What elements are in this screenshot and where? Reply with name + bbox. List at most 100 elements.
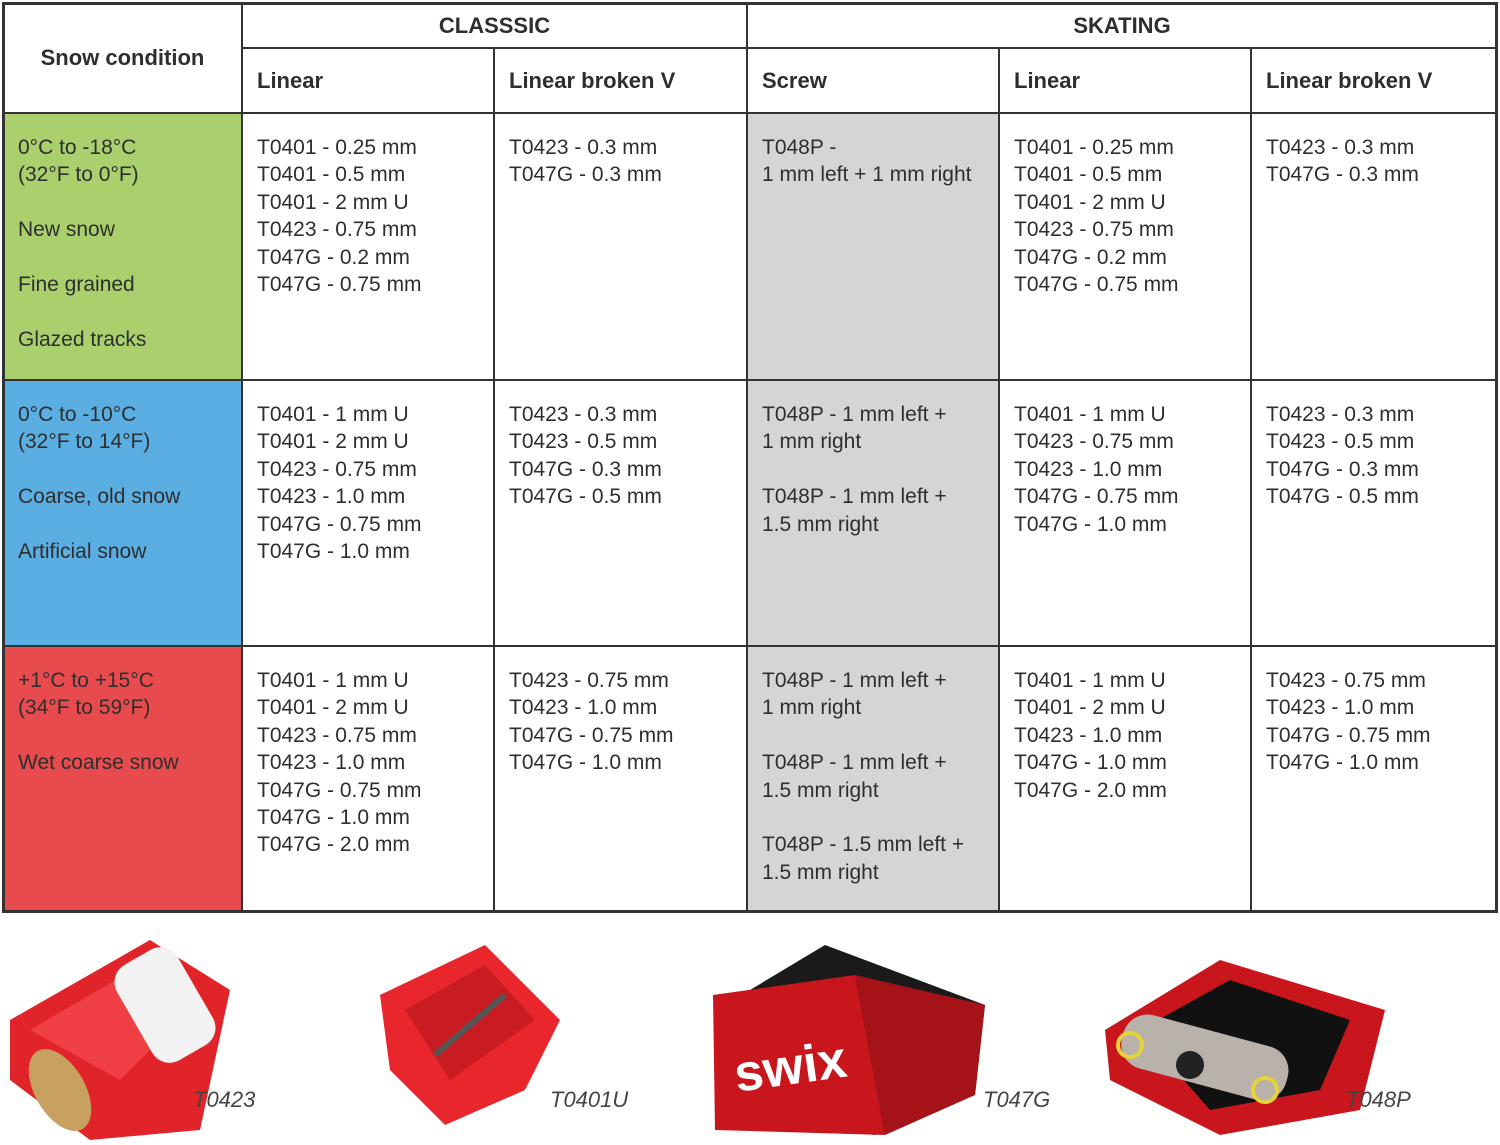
grinding-cell: T048P - 1 mm left + 1 mm right [747, 113, 999, 380]
grinding-line: 1 mm left + 1 mm right [762, 163, 972, 187]
grinding-line: T0423 - 0.3 mm [509, 136, 658, 159]
grinding-line: T0423 - 0.75 mm [1266, 669, 1426, 692]
product-image-t047g: swix [705, 945, 995, 1140]
product-image-t0423 [0, 930, 240, 1140]
grinding-line [762, 722, 998, 749]
grinding-line: T0401 - 1 mm U [257, 669, 409, 692]
snow-condition-cell: 0°C to -18°C (32°F to 0°F) New snow Fine gr… [3, 113, 242, 380]
grinding-line: T0401 - 1 mm U [1014, 403, 1166, 426]
snow-condition-cell: +1°C to +15°C (34°F to 59°F) Wet coarse sn… [3, 646, 242, 912]
product-label: T0423 [193, 1087, 256, 1112]
grinding-line: T047G - 0.75 mm [509, 723, 674, 747]
grinding-cell: T0423 - 0.3 mm T0423 - 0.5 mm T047G - 0.3 … [494, 380, 747, 646]
grinding-line: T0401 - 2 mm U [1014, 190, 1166, 214]
condition-line [18, 456, 241, 483]
condition-line: +1°C to +15°C [18, 669, 154, 692]
grinding-line: T047G - 0.2 mm [257, 245, 410, 269]
condition-line: Wet coarse snow [18, 751, 179, 775]
condition-line: 0°C to -18°C [18, 136, 137, 159]
grinding-line: 1.5 mm right [762, 778, 879, 802]
grinding-line: T048P - 1 mm left + [762, 751, 947, 775]
grinding-line: T0401 - 1 mm U [257, 403, 409, 426]
grinding-line: T048P - 1 mm left + [762, 485, 947, 509]
grinding-cell: T0401 - 0.25 mm T0401 - 0.5 mm T0401 - 2 m… [242, 113, 494, 380]
column-header: Linear [242, 48, 494, 113]
grinding-line: T047G - 0.5 mm [509, 485, 662, 509]
condition-line: Glazed tracks [18, 327, 147, 351]
grinding-cell: T0423 - 0.75 mm T0423 - 1.0 mm T047G - 0.7… [494, 646, 747, 912]
grinding-line: T047G - 0.3 mm [509, 457, 662, 481]
column-header: Linear broken V [494, 48, 747, 113]
condition-line [18, 511, 241, 538]
grinding-line: T0423 - 0.75 mm [257, 218, 417, 242]
grinding-line: T047G - 0.3 mm [509, 163, 662, 187]
grinding-line: T047G - 0.3 mm [1266, 163, 1419, 187]
grinding-cell: T048P - 1 mm left + 1 mm right T048P - 1 m… [747, 646, 999, 912]
grinding-line: T047G - 1.0 mm [1266, 751, 1419, 775]
column-header-label: Linear broken V [509, 67, 676, 93]
condition-line [18, 722, 241, 749]
condition-line: (32°F to 14°F) [18, 430, 151, 454]
column-header: Linear [999, 48, 1251, 113]
grinding-cell: T0423 - 0.75 mm T0423 - 1.0 mm T047G - 0.7… [1251, 646, 1497, 912]
grinding-line: T047G - 0.75 mm [257, 273, 422, 297]
grinding-line: T0423 - 1.0 mm [1014, 723, 1163, 747]
grinding-line: T0401 - 0.5 mm [257, 163, 406, 187]
grinding-line: T0423 - 1.0 mm [509, 696, 658, 720]
grinding-cell: T0423 - 0.3 mm T0423 - 0.5 mm T047G - 0.3 … [1251, 380, 1497, 646]
condition-line: New snow [18, 218, 115, 242]
product-image-t0401u [375, 940, 565, 1130]
product-image-t048p [1100, 950, 1390, 1135]
grinding-line: T0401 - 2 mm U [257, 696, 409, 720]
column-header-label: Screw [762, 67, 827, 93]
grinding-line: T0423 - 0.75 mm [1014, 430, 1174, 454]
condition-line: (34°F to 59°F) [18, 696, 151, 720]
product-label: T047G [983, 1087, 1051, 1112]
grinding-line: T047G - 0.3 mm [1266, 457, 1419, 481]
grinding-line: T0401 - 0.25 mm [1014, 136, 1174, 159]
skating-group-header: SKATING [747, 3, 1497, 48]
grinding-line: T047G - 1.0 mm [257, 806, 410, 830]
snow-condition-label: Snow condition [40, 45, 205, 70]
grinding-line [762, 456, 998, 483]
grinding-line: T0423 - 0.75 mm [1014, 218, 1174, 242]
grinding-line: T0401 - 2 mm U [257, 190, 409, 214]
snow-condition-cell: 0°C to -10°C (32°F to 14°F) Coarse, old sn… [3, 380, 242, 646]
grinding-cell: T0401 - 1 mm U T0401 - 2 mm U T0423 - 0.75… [242, 380, 494, 646]
product-label: T048P [1346, 1087, 1411, 1112]
grinding-line: 1 mm right [762, 430, 862, 454]
grinding-line: T047G - 0.2 mm [1014, 245, 1167, 269]
classic-group-header: CLASSSIC [242, 3, 747, 48]
grinding-line: T047G - 0.75 mm [1014, 485, 1179, 509]
condition-line: 0°C to -10°C [18, 403, 137, 426]
grinding-line: T0401 - 2 mm U [1014, 696, 1166, 720]
grinding-line: T047G - 1.0 mm [509, 751, 662, 775]
condition-line [18, 298, 241, 325]
grinding-line: T048P - [762, 136, 837, 159]
classic-label: CLASSSIC [438, 12, 551, 38]
grinding-line: T047G - 0.5 mm [1266, 485, 1419, 509]
grinding-line: T047G - 1.0 mm [1014, 751, 1167, 775]
skating-label: SKATING [1073, 12, 1171, 38]
grinding-line: 1.5 mm right [762, 512, 879, 536]
grinding-cell: T0401 - 1 mm U T0401 - 2 mm U T0423 - 1.0 … [999, 646, 1251, 912]
grinding-line: T0401 - 0.5 mm [1014, 163, 1163, 187]
grinding-line: 1.5 mm right [762, 860, 879, 884]
grinding-line: T0423 - 0.3 mm [1266, 403, 1415, 426]
grinding-line: T0423 - 0.5 mm [1266, 430, 1415, 454]
condition-line [18, 244, 241, 271]
grinding-line: T0423 - 0.3 mm [1266, 136, 1415, 159]
grinding-cell: T0401 - 0.25 mm T0401 - 0.5 mm T0401 - 2 m… [999, 113, 1251, 380]
grinding-line: T048P - 1.5 mm left + [762, 833, 965, 857]
grinding-line: T048P - 1 mm left + [762, 403, 947, 426]
condition-line [18, 189, 241, 216]
grinding-line: T048P - 1 mm left + [762, 669, 947, 692]
grinding-line: T0401 - 1 mm U [1014, 669, 1166, 692]
grinding-line: T047G - 1.0 mm [257, 540, 410, 564]
grinding-line [762, 804, 998, 831]
column-header: Linear broken V [1251, 48, 1497, 113]
grinding-line: T047G - 0.75 mm [257, 778, 422, 802]
grinding-line: T0423 - 0.5 mm [509, 430, 658, 454]
grinding-line: T047G - 2.0 mm [257, 833, 410, 857]
column-header-label: Linear broken V [1266, 67, 1433, 93]
